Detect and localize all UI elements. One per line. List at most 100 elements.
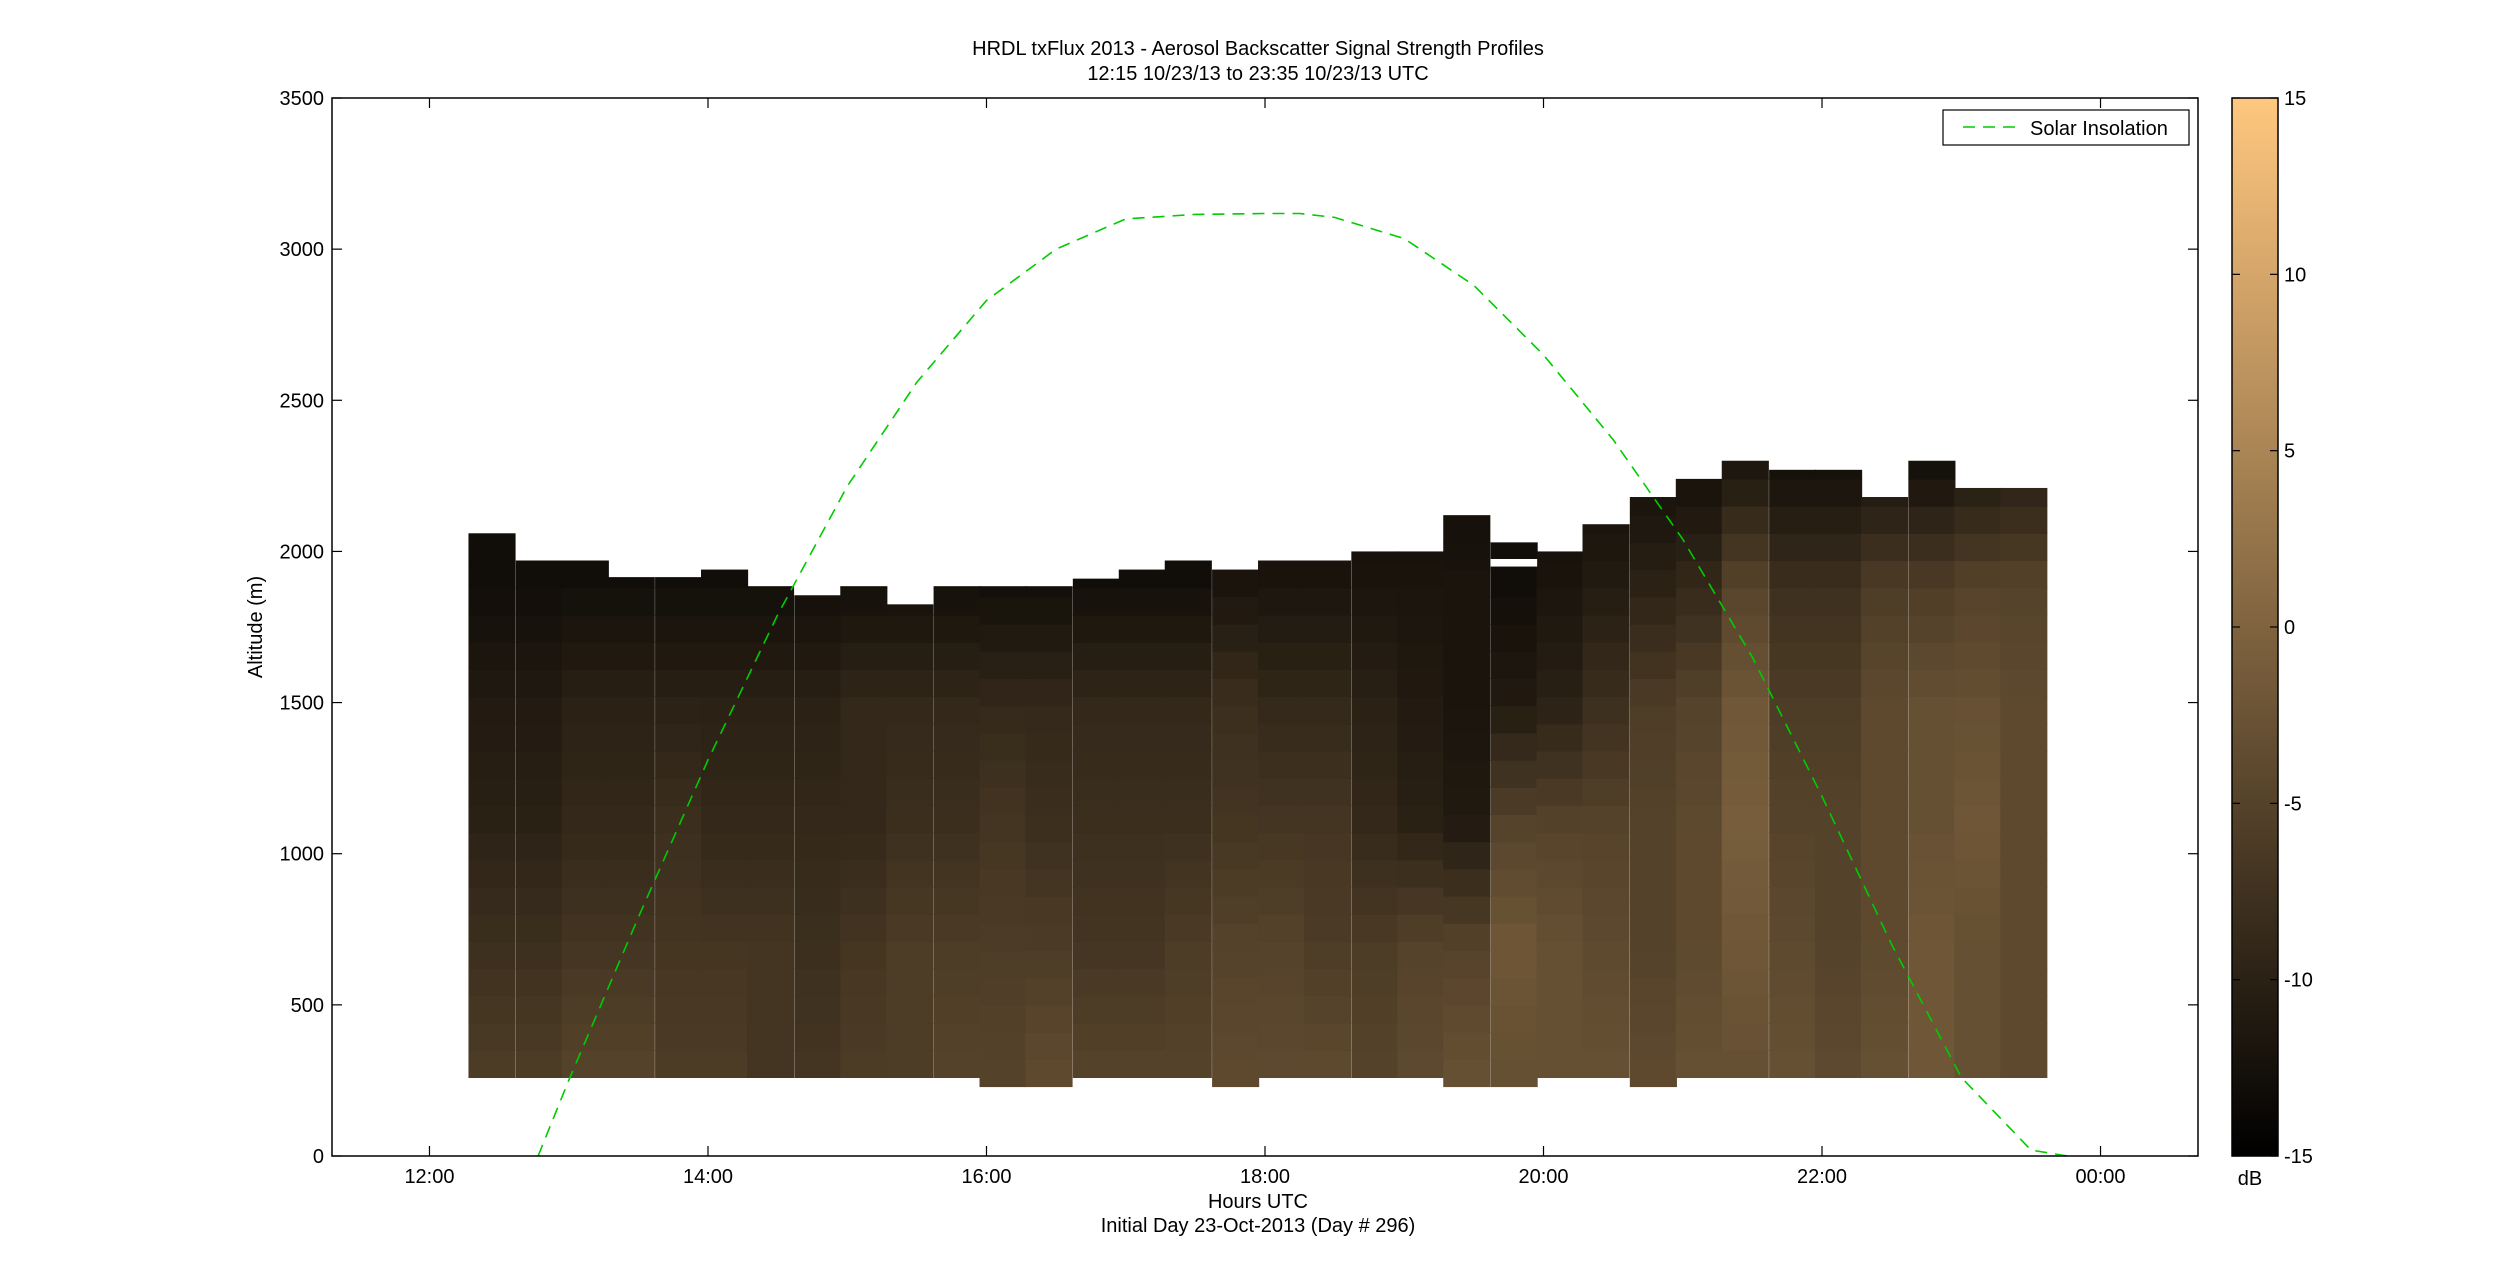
profile-cell (1397, 968, 1445, 997)
profile-cell (1303, 995, 1352, 1024)
profile-cell (1582, 832, 1630, 861)
profile-cell (1908, 614, 1956, 643)
profile-cell (746, 914, 795, 942)
profile-cell (1164, 1050, 1212, 1079)
profile-cell (1536, 778, 1584, 806)
profile-cell (2000, 859, 2048, 888)
profile-cell (607, 1022, 655, 1051)
profile-cell (1164, 642, 1212, 670)
profile-cell (840, 696, 888, 725)
profile-cell (1118, 723, 1166, 752)
profile-cell (1351, 1022, 1399, 1051)
profile-cell (1397, 914, 1445, 942)
profile-cell (1721, 533, 1769, 562)
y-tick-label: 1500 (280, 693, 325, 715)
profile-cell (1072, 587, 1120, 616)
profile-cell (1258, 968, 1306, 997)
profile-cell (794, 914, 842, 942)
profile-cell (933, 832, 981, 861)
profile-cell (1675, 968, 1723, 997)
profile-cell (1258, 886, 1306, 915)
profile-cell (468, 533, 516, 562)
profile-cell (701, 696, 749, 725)
profile-cell (840, 750, 888, 779)
profile-cell (1908, 506, 1956, 534)
profile-cell (1303, 587, 1352, 616)
profile-cell (1118, 696, 1166, 725)
profile-cell (468, 642, 516, 670)
profile-cell (468, 995, 516, 1024)
profile-cell (1490, 1032, 1538, 1060)
profile-cell (1861, 642, 1909, 670)
profile-cell (1303, 560, 1352, 589)
profile-cell (1212, 841, 1260, 870)
profile-cell (515, 941, 563, 970)
profile-cell (1861, 859, 1909, 888)
profile-cell (1582, 886, 1630, 915)
profile-cell (840, 1050, 888, 1079)
profile-cell (1258, 1022, 1306, 1051)
profile-cell (1908, 1050, 1956, 1079)
profile-cell (1025, 623, 1073, 652)
profile-cell (1769, 1022, 1817, 1051)
profile-cell (1212, 705, 1260, 734)
legend-label-solar: Solar Insolation (2030, 118, 2168, 140)
profile-cell (1443, 1032, 1491, 1060)
profile-cell (1721, 560, 1769, 589)
profile-cell (1769, 995, 1817, 1024)
profile-cell (746, 750, 795, 779)
profile-cell (1908, 669, 1956, 698)
profile-cell (1629, 623, 1677, 652)
profile-cell (1629, 678, 1677, 707)
profile-cell (1258, 696, 1306, 725)
profile-cell (2000, 832, 2048, 861)
profile-cell (2000, 506, 2048, 534)
profile-cell (1212, 732, 1260, 761)
profile-cell (468, 750, 516, 779)
profile-cell (1443, 950, 1491, 979)
profile-cell (1582, 995, 1630, 1024)
profile-cell (1769, 723, 1817, 752)
profile-cell (1258, 941, 1306, 970)
profile-cell (1721, 614, 1769, 643)
profile-cell (1815, 469, 1863, 480)
profile-cell (794, 1022, 842, 1051)
profile-cell (1582, 914, 1630, 942)
profile-cell (1815, 805, 1863, 834)
profile-cell (468, 941, 516, 970)
profile-cell (1536, 886, 1584, 915)
profile-cell (1908, 995, 1956, 1024)
profile-cell (607, 941, 655, 970)
profile-cell (1908, 859, 1956, 888)
profile-cell (1908, 723, 1956, 752)
profile-cell (701, 669, 749, 698)
profile-cell (1721, 995, 1769, 1024)
profile-cell (1815, 669, 1863, 698)
profile-cell (1212, 1004, 1260, 1033)
profile-cell (1303, 805, 1352, 834)
profile-cell (561, 968, 609, 997)
profile-cell (1582, 560, 1630, 589)
profile-cell (468, 560, 516, 589)
profile-cell (746, 1022, 795, 1051)
profile-cell (655, 914, 703, 942)
profile-cell (979, 1032, 1027, 1060)
profile-cell (1954, 995, 2002, 1024)
colorbar-tick-label: -5 (2284, 793, 2302, 815)
profile-cell (794, 642, 842, 670)
profile-cell (1815, 614, 1863, 643)
profile-cell (1443, 896, 1491, 924)
profile-cell (1351, 832, 1399, 861)
profile-cell (1212, 760, 1260, 788)
profile-cell (1861, 832, 1909, 861)
profile-cell (1118, 859, 1166, 888)
colorbar-tick-label: -15 (2284, 1146, 2313, 1168)
profile-cell (1908, 941, 1956, 970)
profile-cell (1721, 642, 1769, 670)
profile-cell (1072, 696, 1120, 725)
profile-cell (1954, 723, 2002, 752)
profile-cell (515, 778, 563, 806)
profile-cell (1769, 469, 1817, 480)
x-tick-label: 20:00 (1518, 1166, 1568, 1188)
profile-cell (655, 941, 703, 970)
